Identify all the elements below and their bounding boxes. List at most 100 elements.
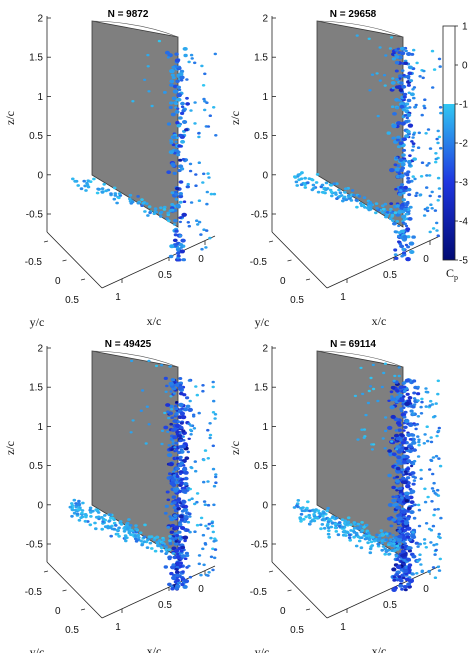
data-point xyxy=(352,193,356,197)
data-point xyxy=(113,192,118,195)
data-point xyxy=(423,98,427,101)
data-point xyxy=(417,438,421,442)
data-point xyxy=(213,417,217,420)
data-point xyxy=(437,135,442,139)
data-point xyxy=(212,192,217,196)
data-point xyxy=(418,542,422,546)
data-point xyxy=(384,416,388,419)
data-point xyxy=(195,393,199,397)
data-point xyxy=(403,207,408,212)
data-point xyxy=(397,366,401,369)
data-point xyxy=(403,114,408,117)
data-point xyxy=(107,519,111,523)
data-point xyxy=(360,521,364,524)
data-point xyxy=(402,480,408,485)
data-point xyxy=(154,364,159,368)
data-point xyxy=(436,392,440,396)
data-point xyxy=(148,211,152,215)
data-point xyxy=(418,75,422,78)
data-point xyxy=(180,582,185,587)
data-point xyxy=(436,429,441,433)
data-point xyxy=(208,236,212,240)
data-point xyxy=(167,557,172,561)
data-point xyxy=(394,167,401,172)
data-point xyxy=(404,455,409,459)
data-point xyxy=(178,180,184,184)
y-tick xyxy=(62,589,67,592)
data-point xyxy=(431,524,436,528)
data-point xyxy=(187,224,191,228)
data-point xyxy=(213,548,218,551)
data-point xyxy=(390,213,395,217)
data-point xyxy=(362,534,366,537)
data-point xyxy=(171,96,177,101)
data-point xyxy=(214,481,218,484)
data-point xyxy=(364,523,369,527)
data-point xyxy=(403,438,407,442)
data-point xyxy=(416,435,420,438)
x-tick-label: 1 xyxy=(340,622,346,633)
data-point xyxy=(180,101,185,106)
panels: -0.5 0 0.5 1 1.5 2 z/c -0.5 0 0.5 y/c 1 0.5 0 x/c N = 9… xyxy=(3,9,443,653)
data-point xyxy=(388,47,392,50)
x-tick-label: 1 xyxy=(340,292,346,303)
data-point xyxy=(179,246,183,249)
data-point xyxy=(406,98,412,103)
data-point xyxy=(411,175,415,178)
data-point xyxy=(390,211,394,215)
data-point xyxy=(164,545,168,549)
data-point xyxy=(401,214,407,219)
data-point xyxy=(415,61,419,65)
data-point xyxy=(425,164,429,167)
y-tick-label: 0 xyxy=(55,606,61,617)
data-point xyxy=(394,479,400,483)
data-point xyxy=(405,173,410,177)
data-point xyxy=(104,189,109,193)
data-point xyxy=(406,506,412,511)
data-point xyxy=(295,184,299,187)
data-point xyxy=(394,429,399,432)
data-point xyxy=(397,374,401,378)
data-point xyxy=(397,240,401,244)
data-point xyxy=(143,523,147,527)
data-point xyxy=(424,390,428,394)
data-point xyxy=(107,525,111,529)
data-point xyxy=(430,500,434,503)
data-point xyxy=(186,486,190,490)
x-axis-line xyxy=(326,565,441,619)
data-point xyxy=(180,478,184,481)
data-point xyxy=(189,53,194,57)
data-point xyxy=(380,548,384,552)
data-point xyxy=(197,199,202,202)
data-point xyxy=(434,160,438,164)
data-point xyxy=(398,88,404,92)
data-point xyxy=(340,518,345,522)
data-point xyxy=(403,521,409,526)
data-point xyxy=(411,136,415,139)
data-point xyxy=(399,244,405,249)
data-point xyxy=(140,198,144,202)
data-point xyxy=(122,529,127,533)
data-point xyxy=(204,524,208,528)
data-point xyxy=(381,437,385,440)
data-point xyxy=(161,541,165,545)
data-point xyxy=(396,455,402,460)
data-point xyxy=(171,552,176,555)
data-point xyxy=(391,498,397,503)
y-tick-label: 0 xyxy=(280,276,286,287)
y-tick xyxy=(80,278,86,281)
data-point xyxy=(129,431,133,434)
data-point xyxy=(95,508,100,512)
data-point xyxy=(407,217,413,221)
data-point xyxy=(412,459,417,463)
data-point xyxy=(390,385,396,390)
data-point xyxy=(179,425,184,430)
z-tick-label: 0.5 xyxy=(254,131,268,142)
data-point xyxy=(178,458,183,462)
data-point xyxy=(404,224,409,228)
data-point xyxy=(395,544,400,548)
data-point xyxy=(399,496,404,500)
data-point xyxy=(173,489,178,493)
data-point xyxy=(202,97,206,101)
data-point xyxy=(435,434,439,438)
